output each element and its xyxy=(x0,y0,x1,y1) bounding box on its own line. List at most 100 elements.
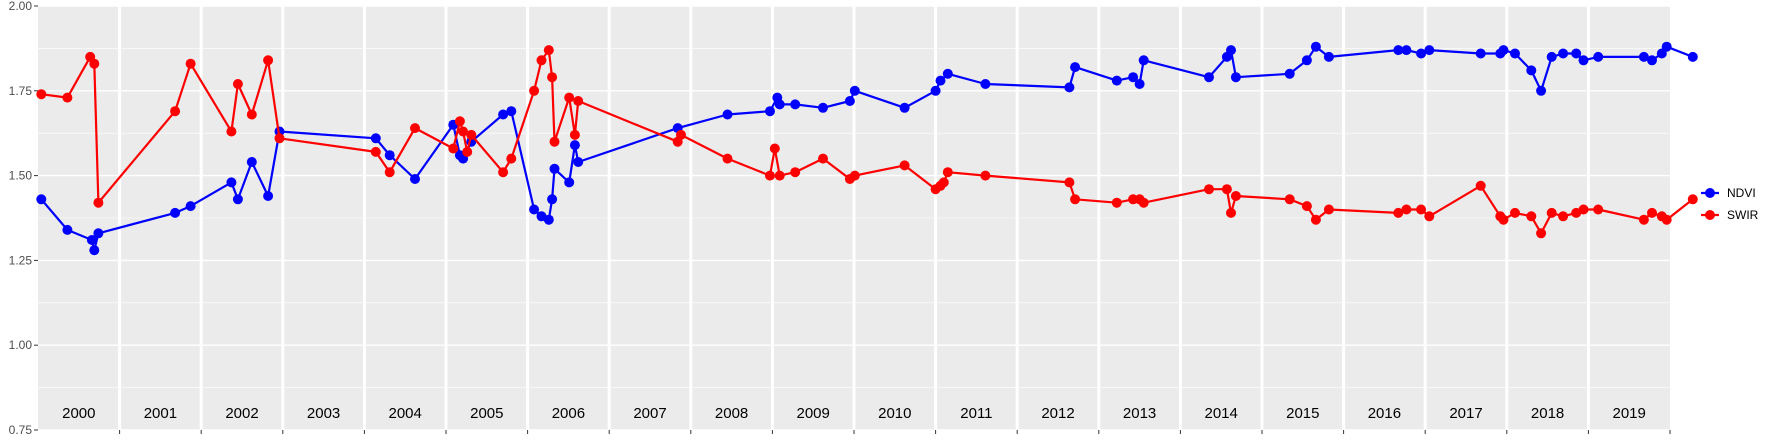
swir-point xyxy=(1070,194,1081,205)
swir-point xyxy=(448,143,459,154)
ndvi-point xyxy=(62,224,73,235)
year-label: 2015 xyxy=(1286,405,1319,422)
ndvi-point xyxy=(1526,65,1537,76)
ndvi-point xyxy=(506,106,517,117)
swir-point xyxy=(506,153,517,164)
ndvi-point xyxy=(1546,51,1557,62)
year-label: 2018 xyxy=(1531,405,1564,422)
ndvi-point xyxy=(89,245,100,256)
swir-point xyxy=(263,55,274,66)
ndvi-point xyxy=(232,194,243,205)
ndvi-point xyxy=(818,102,828,113)
swir-point xyxy=(89,58,100,69)
swir-point xyxy=(1221,184,1232,195)
legend-label-ndvi: NDVI xyxy=(1727,186,1756,200)
swir-point xyxy=(1064,177,1075,188)
legend-marker-swir xyxy=(1705,210,1715,220)
ndvi-point xyxy=(930,85,941,96)
swir-point xyxy=(818,153,828,164)
axes: 2000 2001 2002 2003 2004 2005 2006 2007 2008 2009… xyxy=(9,0,1671,437)
year-label: 2006 xyxy=(552,405,585,422)
swir-point xyxy=(1111,197,1122,208)
year-label: 2012 xyxy=(1041,405,1074,422)
ndvi-point xyxy=(765,106,775,117)
swir-point xyxy=(1687,194,1698,205)
swir-point xyxy=(569,129,580,140)
swir-point xyxy=(1498,214,1509,225)
swir-point xyxy=(1416,204,1427,215)
swir-point xyxy=(790,167,801,178)
ndvi-point xyxy=(899,102,910,113)
ndvi-point xyxy=(849,85,860,96)
ndvi-point xyxy=(1536,85,1547,96)
legend: NDVI SWIR xyxy=(1701,186,1759,222)
ndvi-point xyxy=(844,96,855,106)
swir-point xyxy=(36,89,47,100)
swir-point xyxy=(466,129,477,140)
ndvi-point xyxy=(384,150,395,161)
year-label: 2017 xyxy=(1449,405,1482,422)
year-label: 2008 xyxy=(715,405,748,422)
year-label: 2005 xyxy=(470,405,503,422)
ndvi-point xyxy=(573,157,584,167)
ndvi-point xyxy=(246,157,257,167)
swir-point xyxy=(93,197,104,208)
year-label: 2014 xyxy=(1205,405,1238,422)
swir-point xyxy=(185,58,196,69)
year-label: 2004 xyxy=(389,405,422,422)
swir-point xyxy=(849,170,860,181)
swir-point xyxy=(1647,207,1657,218)
swir-point xyxy=(410,123,420,134)
swir-point xyxy=(462,146,473,157)
ndvi-point xyxy=(529,204,540,215)
swir-point xyxy=(454,116,465,127)
series-swir xyxy=(36,45,1698,239)
ndvi-point xyxy=(93,228,104,239)
ndvi-point xyxy=(1661,41,1672,52)
swir-point xyxy=(1526,211,1537,222)
y-tick-label: 1.75 xyxy=(9,84,33,98)
ndvi-point xyxy=(1226,45,1236,56)
ndvi-point xyxy=(1230,72,1241,83)
swir-point xyxy=(1401,204,1412,215)
ndvi-point xyxy=(1393,45,1404,56)
swir-point xyxy=(899,160,910,171)
year-label: 2002 xyxy=(225,405,258,422)
swir-point xyxy=(1301,201,1312,212)
year-label: 2016 xyxy=(1368,405,1401,422)
swir-point xyxy=(246,109,257,120)
ndvi-point xyxy=(226,177,237,188)
swir-point xyxy=(170,106,181,117)
swir-point xyxy=(226,126,237,137)
ndvi-point xyxy=(1558,48,1569,59)
ndvi-point xyxy=(549,163,560,174)
swir-point xyxy=(980,170,991,181)
swir-point xyxy=(1536,228,1547,239)
ndvi-point xyxy=(1064,82,1075,93)
ndvi-point xyxy=(1284,68,1295,79)
grid-lines xyxy=(38,5,1670,431)
ndvi-point xyxy=(980,79,991,89)
swir-point xyxy=(765,170,775,181)
ndvi-point xyxy=(1424,45,1435,56)
ndvi-point xyxy=(1687,51,1698,62)
year-label: 2001 xyxy=(144,405,177,422)
swir-point xyxy=(370,146,381,157)
ndvi-point xyxy=(942,68,953,79)
swir-point xyxy=(769,143,780,154)
legend-label-swir: SWIR xyxy=(1727,208,1759,222)
ndvi-point xyxy=(185,201,196,212)
swir-point xyxy=(573,96,584,106)
year-label: 2000 xyxy=(62,405,95,422)
swir-point xyxy=(384,167,395,178)
swir-point xyxy=(676,129,686,140)
year-label: 2009 xyxy=(797,405,830,422)
swir-point xyxy=(1638,214,1649,225)
y-tick-label: 2.00 xyxy=(9,0,33,13)
swir-point xyxy=(62,92,73,103)
ndvi-point xyxy=(774,99,785,110)
ndvi-point xyxy=(1498,45,1509,56)
swir-point xyxy=(498,167,509,178)
swir-point xyxy=(774,170,785,181)
